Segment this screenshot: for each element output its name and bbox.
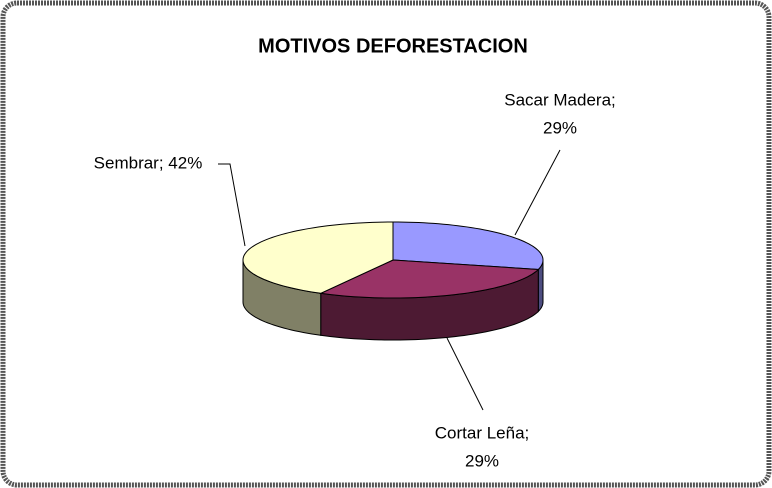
labels: Sacar Madera; 29% Cortar Leña; 29% Sembrar; … bbox=[94, 90, 616, 470]
data-label: 29% bbox=[465, 451, 499, 470]
data-label: 29% bbox=[543, 118, 577, 137]
data-label: Sembrar; 42% bbox=[94, 153, 203, 172]
pie bbox=[242, 221, 544, 341]
leader-line bbox=[446, 337, 484, 411]
data-label: Cortar Leña; bbox=[435, 423, 530, 442]
data-label: Sacar Madera; bbox=[504, 90, 616, 109]
pie-slice bbox=[392, 221, 544, 270]
leader-line bbox=[514, 149, 561, 236]
chart-title: MOTIVOS DEFORESTACION bbox=[258, 35, 528, 57]
pie-slice bbox=[242, 221, 394, 294]
leader-line bbox=[218, 163, 246, 247]
pie-slice bbox=[318, 259, 540, 299]
